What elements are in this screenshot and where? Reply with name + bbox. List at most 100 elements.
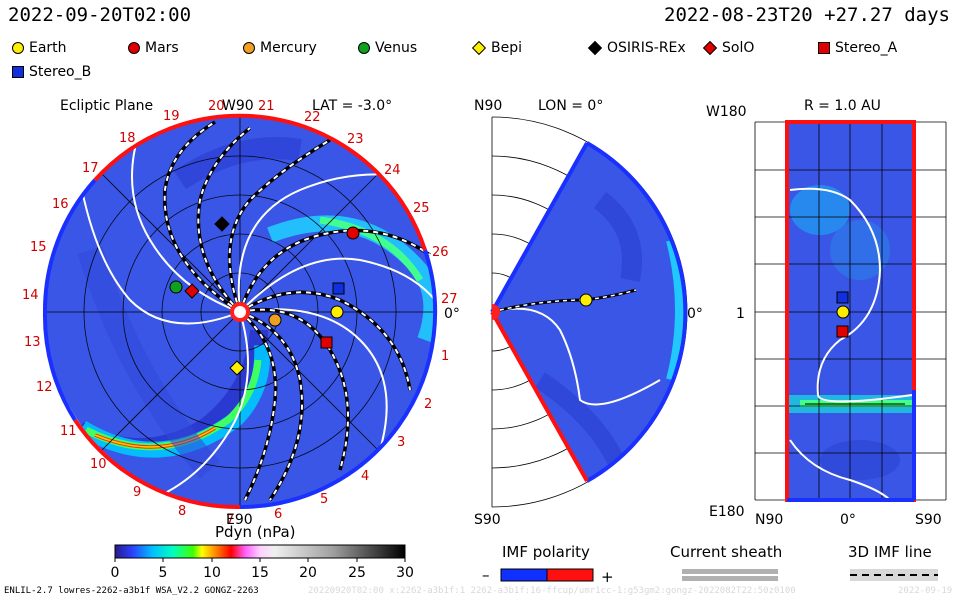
colorbar-tick: 5 bbox=[159, 565, 168, 581]
colorbar-tick: 10 bbox=[203, 565, 221, 581]
sphere-map-panel: W180 R = 1.0 AU 1 E180 N90 0° S90 bbox=[706, 98, 947, 528]
sector-number: 19 bbox=[163, 109, 180, 124]
meridional-border-upper bbox=[586, 141, 688, 376]
imf-minus-label: – bbox=[482, 566, 490, 584]
sector-number: 4 bbox=[361, 469, 369, 484]
legend-venus: Venus bbox=[358, 40, 417, 56]
legend-mercury: Mercury bbox=[243, 40, 317, 56]
current-sheath-title: Current sheath bbox=[670, 543, 782, 561]
colorbar-tick-marks bbox=[114, 558, 406, 562]
colorbar-gradient bbox=[114, 544, 406, 559]
stereo-b-marker bbox=[332, 282, 345, 295]
legend-solo-label: SolO bbox=[722, 40, 755, 56]
sector-number: 7 bbox=[226, 513, 234, 528]
earth-marker bbox=[330, 305, 344, 319]
sun-core bbox=[234, 306, 246, 318]
ecliptic-current-sheath-lines bbox=[79, 129, 436, 501]
sector-number: 14 bbox=[22, 288, 39, 303]
meridional-lon-label: LON = 0° bbox=[538, 98, 603, 114]
ecliptic-w90-label: W90 bbox=[222, 98, 254, 114]
stereo-a-marker bbox=[320, 336, 333, 349]
sector-number: 16 bbox=[52, 197, 69, 212]
colorbar-tick: 0 bbox=[111, 565, 120, 581]
run-time-label: 2022-09-20T02:00 bbox=[8, 4, 192, 26]
sphere-x-label-0: 0° bbox=[840, 512, 856, 528]
sphere-stereo-b-marker bbox=[836, 291, 849, 304]
mercury-marker bbox=[268, 313, 282, 327]
ecliptic-imf-lines bbox=[162, 120, 432, 501]
sector-number: 1 bbox=[441, 349, 449, 364]
legend-venus-label: Venus bbox=[375, 40, 418, 56]
legend-mars: Mars bbox=[128, 40, 179, 56]
ecliptic-lat-label: LAT = -3.0° bbox=[312, 98, 392, 114]
sphere-r-label: R = 1.0 AU bbox=[804, 98, 881, 114]
colorbar-tick-labels: 0 5 10 15 20 25 30 bbox=[111, 565, 414, 581]
sphere-current-sheath bbox=[789, 187, 913, 501]
earth-marker-icon bbox=[12, 42, 24, 54]
sector-number: 23 bbox=[347, 132, 364, 147]
legend-osiris-rex-label: OSIRIS-REx bbox=[607, 40, 686, 56]
imf-line-swatch bbox=[850, 569, 938, 581]
colorbar-tick: 30 bbox=[396, 565, 414, 581]
sphere-earth-marker bbox=[836, 305, 850, 319]
colorbar-tick: 15 bbox=[251, 565, 269, 581]
imf-line-legend: 3D IMF line bbox=[848, 543, 938, 581]
bepi-marker bbox=[229, 360, 245, 376]
ecliptic-title: Ecliptic Plane bbox=[60, 98, 153, 114]
mercury-marker-icon bbox=[243, 42, 255, 54]
footer-model-info: ENLIL-2.7 lowres-2262-a3b1f WSA_V2.2 GON… bbox=[4, 586, 259, 596]
imf-polarity-title: IMF polarity bbox=[502, 543, 590, 561]
sector-number: 20 bbox=[208, 99, 225, 114]
imf-line-title: 3D IMF line bbox=[848, 543, 932, 561]
meridional-sun bbox=[492, 304, 500, 320]
legend-stereo-a: Stereo_A bbox=[818, 40, 897, 56]
sector-number: 27 bbox=[441, 292, 458, 307]
ecliptic-plane-panel: 1 2 3 4 5 6 7 8 9 10 11 12 13 14 15 16 1… bbox=[22, 98, 460, 528]
pdyn-colorbar: Pdyn (nPa) 0 5 10 15 20 25 30 bbox=[111, 523, 414, 581]
sector-number: 2 bbox=[424, 397, 432, 412]
legend-mars-label: Mars bbox=[145, 40, 179, 56]
mars-marker-icon bbox=[128, 42, 140, 54]
sector-number: 17 bbox=[82, 161, 99, 176]
colorbar-label: Pdyn (nPa) bbox=[215, 523, 296, 541]
ecliptic-polarity-border bbox=[42, 113, 438, 510]
model-start-label: 2022-08-23T20 +27.27 days bbox=[664, 4, 950, 26]
meridional-edge-south bbox=[490, 311, 589, 482]
sphere-w180-label: W180 bbox=[706, 104, 747, 120]
legend-bepi: Bepi bbox=[471, 40, 522, 56]
meridional-panel: N90 LON = 0° 0° S90 bbox=[474, 98, 703, 528]
sector-number: 15 bbox=[30, 240, 47, 255]
sector-number: 13 bbox=[24, 335, 41, 350]
sector-number: 21 bbox=[258, 99, 275, 114]
sector-number: 24 bbox=[384, 163, 401, 178]
meridional-s90-label: S90 bbox=[474, 512, 501, 528]
legend-solo: SolO bbox=[702, 40, 755, 56]
sector-number: 8 bbox=[178, 504, 186, 519]
legend-mercury-label: Mercury bbox=[260, 40, 317, 56]
sphere-e180-label: E180 bbox=[709, 504, 745, 520]
colorbar-tick: 20 bbox=[299, 565, 317, 581]
solo-marker bbox=[184, 283, 200, 299]
stereo-a-marker-icon bbox=[818, 42, 830, 54]
stereo-b-marker-icon bbox=[12, 66, 24, 78]
sector-number: 12 bbox=[36, 380, 53, 395]
ecliptic-objects bbox=[169, 216, 360, 376]
imf-plus-label: + bbox=[601, 568, 614, 586]
sphere-x-label-n90: N90 bbox=[755, 512, 783, 528]
sector-number: 11 bbox=[60, 424, 77, 439]
sector-number: 25 bbox=[413, 201, 430, 216]
legend-earth: Earth bbox=[12, 40, 67, 56]
meridional-border-lower bbox=[586, 374, 677, 483]
sphere-stereo-a-marker bbox=[836, 325, 849, 338]
footer-run-info: 20220920T02:00 x:2262-a3b1f:1 2262-a3b1f… bbox=[308, 586, 796, 596]
sphere-map-background bbox=[787, 122, 914, 500]
legend-stereo-a-label: Stereo_A bbox=[835, 40, 898, 56]
sector-number: 9 bbox=[133, 485, 141, 500]
ecliptic-e90-label: E90 bbox=[226, 512, 253, 528]
meridional-current-sheath bbox=[491, 307, 661, 406]
meridional-earth-marker bbox=[579, 293, 593, 307]
mars-marker bbox=[346, 226, 360, 240]
sector-number: 26 bbox=[432, 245, 449, 260]
ecliptic-0deg-label: 0° bbox=[444, 306, 460, 322]
legend-stereo-b: Stereo_B bbox=[12, 64, 91, 80]
